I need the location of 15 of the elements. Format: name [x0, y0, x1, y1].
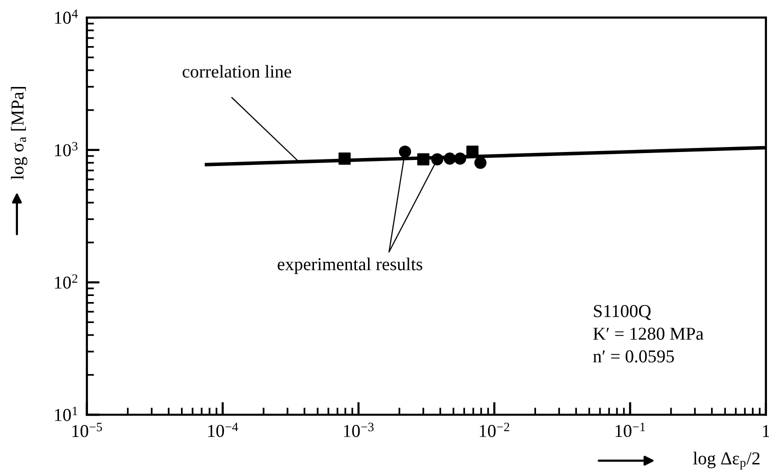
x-tick-label: 10$^{−5}$	[72, 422, 102, 438]
annotation: correlation line	[182, 64, 292, 78]
x-tick-label: 10$^{−3}$	[344, 422, 374, 438]
x-tick-label: 10$^{−1}$	[616, 422, 645, 438]
x-axis-title: log Δε$_{p}$/2	[693, 452, 760, 470]
y-tick-label: 10$^{1}$	[55, 406, 78, 422]
x-tick-label: 10$^{−4}$	[208, 422, 238, 438]
x-tick-label: 10$^{−2}$	[480, 422, 510, 438]
y-tick-label: 10$^{3}$	[55, 142, 78, 156]
y-tick-label: 10$^{4}$	[55, 10, 78, 24]
y-axis-title: log σ$_{a}$ [MPa]	[10, 87, 28, 180]
x-tick-label: 1	[763, 425, 769, 437]
annotation: S1100Q K′ = 1280 MPa n′ = 0.0595	[593, 305, 704, 363]
y-tick-label: 10$^{2}$	[55, 274, 78, 289]
annotation: experimental results	[278, 258, 422, 274]
